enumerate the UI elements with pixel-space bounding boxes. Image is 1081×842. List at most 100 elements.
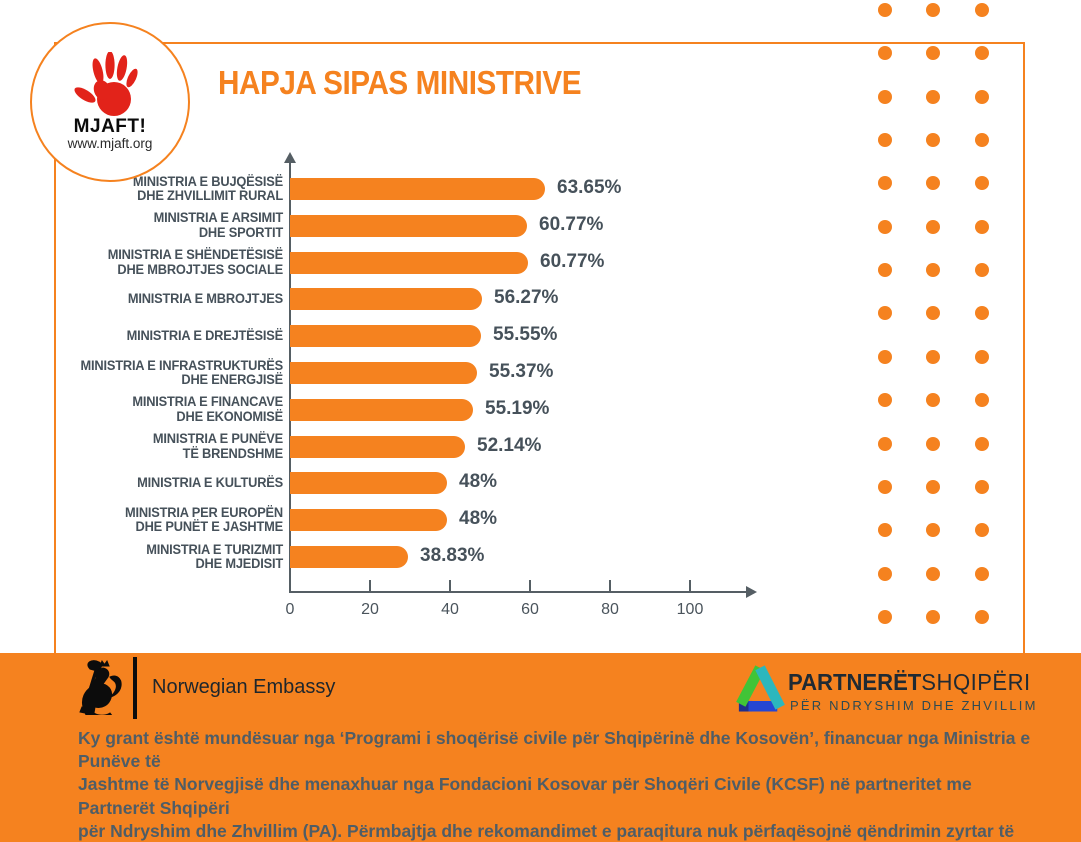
decorative-dot [926, 89, 941, 104]
bar [290, 288, 482, 311]
decorative-dot [878, 46, 892, 61]
category-label-line: MINISTRIA E FINANCAVE [132, 394, 283, 410]
disclaimer-line: Ky grant është mundësuar nga ‘Programi i… [78, 728, 1031, 772]
bar [290, 325, 481, 348]
decorative-dot [878, 133, 892, 148]
norwegian-embassy-label: Norwegian Embassy [152, 676, 336, 698]
category-label-line: MINISTRIA E MBROJTJES [127, 291, 283, 307]
decorative-dot [878, 219, 892, 234]
x-axis-arrow-icon [746, 586, 757, 598]
decorative-dot [974, 89, 989, 104]
decorative-dot [974, 566, 989, 581]
category-label: MINISTRIA E ARSIMIT DHE SPORTIT [52, 210, 284, 240]
mjaft-logo-url: www.mjaft.org [67, 136, 153, 151]
footer: Norwegian Embassy PARTNERËTSHQIPËRI PËR … [0, 653, 1081, 842]
bar [290, 472, 447, 495]
category-label-line: MINISTRIA E BUJQËSISË [132, 173, 283, 189]
x-axis-tick [449, 580, 451, 591]
value-label: 56.27% [494, 287, 559, 309]
partners-albania-tagline: PËR NDRYSHIM DHE ZHVILLIM [790, 698, 1038, 713]
decorative-dot [974, 3, 989, 17]
decorative-dot [974, 523, 989, 538]
decorative-dot [974, 46, 989, 61]
value-label: 55.55% [493, 324, 558, 346]
decorative-dot [878, 306, 892, 321]
decorative-dot [974, 306, 989, 321]
category-label-line: MINISTRIA E PUNËVE [152, 431, 283, 447]
category-label-line: MINISTRIA E DREJTËSISË [126, 328, 284, 343]
value-label: 48% [459, 508, 498, 530]
norwegian-coat-of-arms-lion-icon [79, 659, 122, 715]
x-axis-tick-label: 100 [676, 601, 704, 618]
category-label-line: TË BRENDSHME [182, 445, 284, 461]
logo-divider [133, 657, 137, 719]
decorative-dot [974, 609, 989, 624]
decorative-dot [926, 436, 941, 451]
value-label: 55.37% [489, 361, 554, 382]
decorative-dot [974, 393, 989, 408]
decorative-dot [926, 306, 941, 321]
decorative-dot [926, 219, 941, 234]
decorative-dot [878, 3, 892, 17]
value-label: 55.19% [485, 397, 550, 419]
decorative-dot [974, 176, 989, 191]
x-axis-tick-label: 40 [441, 601, 459, 618]
partners-wordmark-light: SHQIPËRI [921, 669, 1031, 695]
decorative-dot [974, 263, 989, 278]
x-axis-tick-label: 60 [521, 601, 539, 618]
category-label: MINISTRIA E MBROJTJES [52, 291, 283, 307]
decorative-dot [974, 219, 989, 234]
x-axis-tick [689, 580, 691, 591]
decorative-dot [974, 479, 989, 494]
bar [290, 398, 473, 421]
mjaft-logo: MJAFT! www.mjaft.org [30, 22, 190, 182]
category-label-line: DHE ENERGJISË [181, 372, 283, 387]
decorative-dot [926, 393, 941, 408]
bar [290, 178, 545, 200]
decorative-dot [878, 263, 892, 278]
decorative-dot [878, 566, 892, 581]
category-label: MINISTRIA E DREJTËSISË [52, 328, 284, 343]
decorative-dot [878, 176, 892, 191]
frame-top-border [55, 42, 1024, 44]
decorative-dot [974, 133, 989, 148]
x-axis-tick-label: 80 [601, 601, 619, 618]
decorative-dot [878, 479, 892, 494]
category-label-line: MINISTRIA E SHËNDETËSISË [107, 247, 283, 263]
bar [290, 214, 527, 237]
bar [290, 509, 447, 532]
category-label-line: DHE MJEDISIT [195, 556, 283, 571]
category-label: MINISTRIA E PUNËVE TË BRENDSHME [52, 431, 284, 461]
category-label: MINISTRIA E KULTURËS [52, 475, 283, 491]
category-label-line: MINISTRIA E INFRASTRUKTURËS [80, 357, 284, 373]
value-label: 38.83% [420, 545, 485, 566]
category-label: MINISTRIA E SHËNDETËSISË DHE MBROJTJES SO… [52, 247, 283, 277]
value-label: 60.77% [540, 250, 605, 272]
decorative-dot [926, 3, 941, 17]
x-axis-tick [529, 580, 531, 591]
x-axis-tick [369, 580, 371, 591]
decorative-dot [878, 436, 892, 451]
value-label: 48% [459, 471, 498, 493]
bar [290, 251, 528, 274]
decorative-dot-grid [878, 3, 998, 628]
value-label: 52.14% [477, 434, 542, 456]
disclaimer-line: për Ndryshim dhe Zhvillim (PA). Përmbajt… [78, 820, 1015, 841]
frame-right-border [1023, 42, 1025, 653]
category-label-line: DHE EKONOMISË [176, 408, 283, 424]
bar [290, 435, 465, 458]
x-axis-tick-label: 0 [285, 601, 295, 618]
page-title: HAPJA SIPAS MINISTRIVE [218, 64, 582, 101]
decorative-dot [926, 349, 941, 364]
decorative-dot [974, 349, 989, 364]
x-axis-tick [609, 580, 611, 591]
decorative-dot [926, 133, 941, 148]
decorative-dot [926, 176, 941, 191]
category-label-line: DHE PUNËT E JASHTME [135, 519, 284, 535]
decorative-dot [926, 479, 941, 494]
decorative-dot [878, 393, 892, 408]
partners-wordmark-bold: PARTNERËT [788, 669, 922, 695]
category-label-line: MINISTRIA E KULTURËS [137, 475, 283, 491]
